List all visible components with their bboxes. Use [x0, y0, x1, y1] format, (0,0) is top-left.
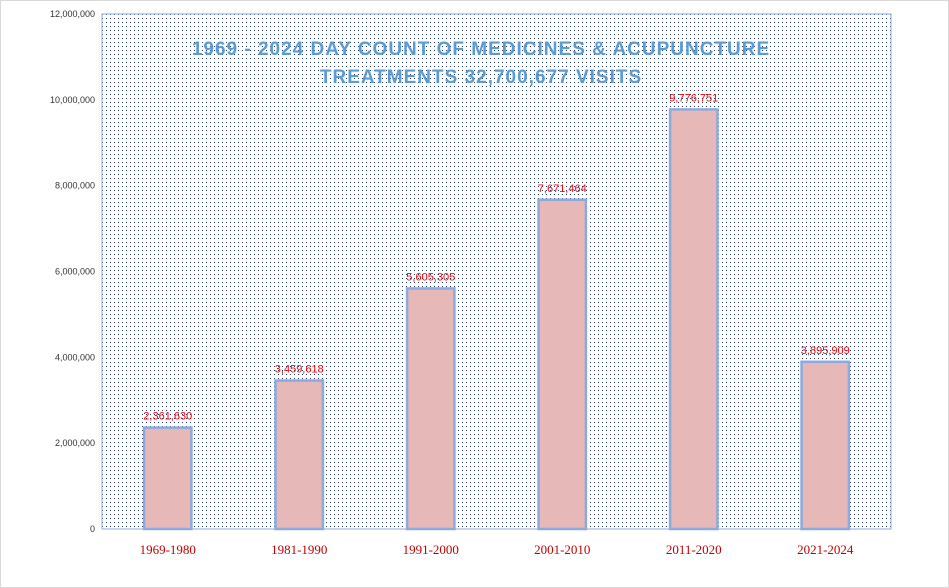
- x-tick-label-1969-1980: 1969-1980: [140, 542, 196, 557]
- y-tick-label: 6,000,000: [55, 267, 95, 277]
- plot-area: [101, 13, 892, 530]
- bars: [142, 108, 851, 531]
- data-label-1969-1980: 2,361,630: [143, 411, 192, 423]
- chart-title-line-1: 1969 - 2024 DAY COUNT OF MEDICINES & ACU…: [192, 39, 770, 60]
- bar-1991-2000: [405, 287, 456, 531]
- y-axis: 0 2,000,000 4,000,000 6,000,000 8,000,000 10,…: [50, 9, 95, 534]
- data-label-2021-2024: 3,895,909: [801, 345, 850, 357]
- x-tick-label-2021-2024: 2021-2024: [797, 542, 854, 557]
- y-tick-label: 8,000,000: [55, 181, 95, 191]
- data-labels: 2,361,630 3,459,618 5,605,305 7,671,464 9,77…: [143, 92, 849, 422]
- chart-title: 1969 - 2024 DAY COUNT OF MEDICINES & ACU…: [192, 39, 770, 88]
- x-tick-label-2011-2020: 2011-2020: [666, 542, 722, 557]
- x-tick-label-2001-2010: 2001-2010: [534, 542, 590, 557]
- bar-2021-2024: [800, 360, 851, 531]
- y-tick-label: 4,000,000: [55, 352, 95, 362]
- y-tick-label: 0: [90, 524, 95, 534]
- bar-2001-2010: [537, 198, 588, 531]
- x-axis: 1969-1980 1981-1990 1991-2000 2001-2010 2011…: [140, 542, 854, 557]
- x-tick-label-1991-2000: 1991-2000: [403, 542, 459, 557]
- chart-title-line-2: TREATMENTS 32,700,677 VISITS: [320, 67, 642, 88]
- data-label-2001-2010: 7,671,464: [538, 183, 587, 195]
- bar-1969-1980: [142, 426, 193, 531]
- bar-2011-2020: [668, 108, 719, 531]
- y-tick-label: 10,000,000: [50, 95, 95, 105]
- y-tick-label: 12,000,000: [50, 9, 95, 19]
- data-label-1991-2000: 5,605,305: [406, 271, 455, 283]
- data-label-2011-2020: 9,776,751: [669, 92, 718, 104]
- bar-1981-1990: [274, 379, 325, 531]
- x-tick-label-1981-1990: 1981-1990: [271, 542, 327, 557]
- data-label-1981-1990: 3,459,618: [275, 364, 324, 376]
- y-tick-label: 2,000,000: [55, 438, 95, 448]
